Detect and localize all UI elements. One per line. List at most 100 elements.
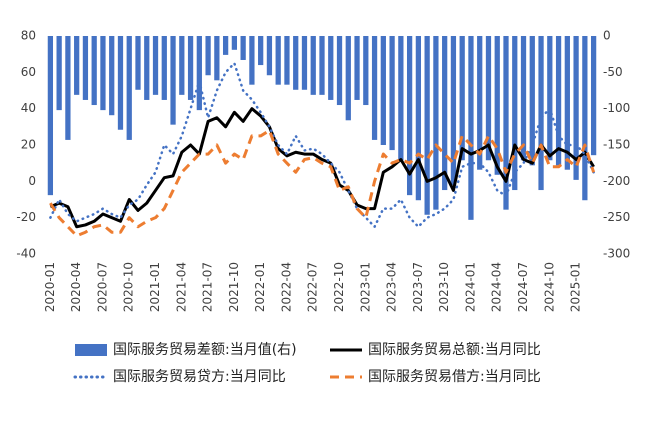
- legend-label: 国际服务贸易差额:当月值(右): [113, 342, 297, 358]
- y2-tick-label: -50: [603, 65, 623, 79]
- bar: [380, 36, 386, 145]
- bar: [109, 36, 115, 116]
- x-tick-label: 2022-01: [253, 262, 267, 312]
- bar: [196, 36, 202, 111]
- bar: [398, 36, 404, 161]
- x-tick-label: 2024-10: [542, 262, 556, 312]
- bar: [135, 36, 141, 90]
- bar: [179, 36, 185, 95]
- bar: [249, 36, 255, 85]
- bar: [389, 36, 395, 151]
- y2-tick-label: -250: [603, 210, 630, 224]
- x-tick-label: 2024-04: [490, 262, 504, 312]
- bar: [555, 36, 562, 166]
- bar: [564, 36, 570, 170]
- bar: [582, 36, 588, 201]
- bar: [590, 36, 597, 156]
- bar: [538, 36, 544, 191]
- bar: [459, 36, 465, 161]
- y-tick-label: 0: [28, 174, 36, 188]
- legend-label: 国际服务贸易总额:当月同比: [368, 342, 541, 358]
- bar: [503, 36, 509, 210]
- bar: [328, 36, 334, 100]
- bar: [275, 36, 281, 85]
- bar: [187, 36, 194, 100]
- x-tick-label: 2025-01: [569, 262, 583, 312]
- y2-tick-label: -100: [603, 101, 630, 115]
- bar: [91, 36, 97, 106]
- bar: [406, 36, 413, 196]
- x-tick-label: 2023-10: [437, 262, 451, 312]
- bar: [152, 36, 159, 95]
- bar: [258, 36, 264, 66]
- bar: [512, 36, 518, 191]
- x-tick-label: 2021-10: [227, 262, 241, 312]
- bar: [494, 36, 500, 175]
- bar: [468, 36, 474, 220]
- x-tick-label: 2022-10: [332, 262, 346, 312]
- bar: [144, 36, 150, 100]
- bar: [47, 36, 54, 196]
- bar: [161, 36, 167, 100]
- x-tick-label: 2020-10: [122, 262, 136, 312]
- bar: [450, 36, 457, 185]
- bar: [82, 36, 89, 100]
- bar: [293, 36, 299, 90]
- x-tick-label: 2021-07: [201, 262, 215, 312]
- bar: [231, 36, 238, 50]
- line-series: [49, 107, 595, 229]
- line-series: [49, 128, 596, 238]
- bar: [214, 36, 220, 81]
- bar: [301, 36, 308, 90]
- bar: [65, 36, 71, 140]
- y2-tick-label: -200: [603, 174, 630, 188]
- bar: [520, 36, 527, 161]
- y2-tick-label: 0: [603, 29, 611, 43]
- bar: [319, 36, 325, 95]
- bar: [100, 36, 106, 111]
- x-tick-label: 2020-01: [43, 262, 57, 312]
- bar: [371, 36, 378, 140]
- y-tick-label: 60: [21, 65, 36, 79]
- y2-tick-label: -150: [603, 138, 630, 152]
- bar: [354, 36, 360, 100]
- y2-tick-label: -300: [603, 247, 630, 261]
- x-tick-label: 2023-04: [385, 262, 399, 312]
- x-tick-label: 2023-07: [411, 262, 425, 312]
- bar: [547, 36, 553, 161]
- y-tick-label: 80: [21, 29, 36, 43]
- y-tick-label: 20: [21, 138, 36, 152]
- bar: [477, 36, 483, 170]
- x-tick-label: 2021-01: [148, 262, 162, 312]
- bar: [266, 36, 273, 76]
- bar: [74, 36, 80, 95]
- legend-label: 国际服务贸易贷方:当月同比: [113, 369, 286, 385]
- x-tick-label: 2020-04: [69, 262, 83, 312]
- bar: [240, 36, 246, 60]
- legend-label: 国际服务贸易借方:当月同比: [368, 369, 541, 385]
- bar: [117, 36, 124, 130]
- x-tick-label: 2024-07: [516, 262, 530, 312]
- bar: [485, 36, 492, 161]
- y-tick-label: 40: [21, 101, 36, 115]
- bar: [310, 36, 316, 95]
- bar: [442, 36, 448, 191]
- x-tick-label: 2021-04: [174, 262, 188, 312]
- bar: [336, 36, 343, 106]
- bar: [433, 36, 439, 210]
- bar: [56, 36, 62, 111]
- bar: [345, 36, 351, 121]
- x-tick-label: 2020-07: [95, 262, 109, 312]
- bar: [529, 36, 535, 166]
- bar: [284, 36, 290, 85]
- bar: [126, 36, 132, 140]
- y-tick-label: -20: [16, 210, 36, 224]
- bar: [222, 36, 229, 55]
- bar: [573, 36, 579, 180]
- y-tick-label: -40: [16, 247, 36, 261]
- legend-swatch: [75, 344, 107, 356]
- x-tick-label: 2024-01: [463, 262, 477, 312]
- x-tick-label: 2022-07: [306, 262, 320, 312]
- bar: [205, 36, 211, 76]
- bar: [363, 36, 369, 106]
